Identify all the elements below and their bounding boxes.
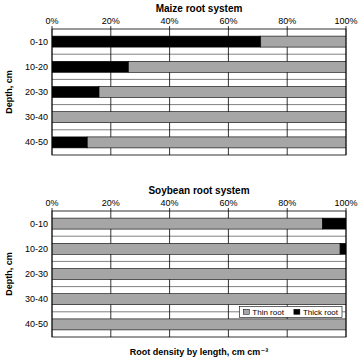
category-label: 40-50 bbox=[25, 137, 48, 147]
bar bbox=[52, 294, 346, 305]
plot-frame bbox=[52, 211, 346, 337]
bar bbox=[52, 112, 346, 123]
row-line bbox=[52, 79, 346, 80]
legend-label: Thick root bbox=[303, 308, 339, 317]
tick-mark bbox=[228, 26, 229, 29]
tick-label: 40% bbox=[161, 198, 179, 208]
tick-label: 100% bbox=[334, 198, 357, 208]
tick-label: 60% bbox=[219, 16, 237, 26]
row-line bbox=[52, 129, 346, 130]
tick-mark bbox=[169, 208, 170, 211]
category-label: 0-10 bbox=[30, 37, 48, 47]
figure: Maize root system 0% 20% 40% 60% 80% 100% 0-10 1… bbox=[0, 0, 364, 361]
bar bbox=[52, 319, 346, 330]
tick-mark bbox=[287, 26, 288, 29]
category-label: 10-20 bbox=[25, 62, 48, 72]
bar bbox=[322, 218, 346, 229]
tick-label: 100% bbox=[334, 16, 357, 26]
row-line bbox=[52, 104, 346, 105]
bar bbox=[261, 36, 346, 47]
bar bbox=[52, 218, 322, 229]
tick-label: 40% bbox=[161, 16, 179, 26]
tick-mark bbox=[346, 26, 347, 29]
chart-title: Soybean root system bbox=[148, 185, 249, 196]
tick-label: 60% bbox=[219, 198, 237, 208]
legend: Thin root Thick root bbox=[239, 306, 342, 317]
bar bbox=[340, 243, 346, 254]
category-label: 30-40 bbox=[25, 294, 48, 304]
bar bbox=[52, 243, 340, 254]
tick-label: 20% bbox=[102, 16, 120, 26]
bars bbox=[52, 218, 346, 330]
category-label: 10-20 bbox=[25, 244, 48, 254]
bar bbox=[128, 61, 346, 72]
category-label: 30-40 bbox=[25, 112, 48, 122]
tick-mark bbox=[287, 208, 288, 211]
tick-mark bbox=[110, 208, 111, 211]
bar bbox=[52, 269, 346, 280]
tick-label: 0% bbox=[45, 198, 58, 208]
tick-mark bbox=[52, 26, 53, 29]
tick-mark bbox=[346, 208, 347, 211]
tick-mark bbox=[110, 26, 111, 29]
legend-label: Thin root bbox=[252, 308, 284, 317]
row-line bbox=[52, 286, 346, 287]
chart-title: Maize root system bbox=[156, 3, 243, 14]
bar bbox=[52, 137, 87, 148]
bar bbox=[52, 36, 261, 47]
bar bbox=[52, 61, 128, 72]
bars bbox=[52, 36, 346, 148]
legend-swatch bbox=[294, 309, 300, 314]
tick-label: 80% bbox=[278, 198, 296, 208]
tick-label: 0% bbox=[45, 16, 58, 26]
legend-swatch bbox=[243, 309, 249, 314]
tick-mark bbox=[228, 208, 229, 211]
legend-box bbox=[239, 306, 342, 317]
row-line bbox=[52, 261, 346, 262]
axis-title: Depth, cm bbox=[4, 252, 14, 296]
row-line bbox=[52, 54, 346, 55]
bar bbox=[52, 87, 99, 98]
row-line bbox=[52, 236, 346, 237]
tick-label: 20% bbox=[102, 198, 120, 208]
category-label: 0-10 bbox=[30, 219, 48, 229]
tick-mark bbox=[169, 26, 170, 29]
plot-area bbox=[52, 211, 346, 337]
bar bbox=[87, 137, 346, 148]
tick-mark bbox=[52, 208, 53, 211]
tick-label: 80% bbox=[278, 16, 296, 26]
plot-area bbox=[52, 29, 346, 155]
bar bbox=[99, 87, 346, 98]
category-label: 20-30 bbox=[25, 87, 48, 97]
plot-frame bbox=[52, 29, 346, 155]
axis-title: Root density by length, cm cm⁻³ bbox=[130, 347, 268, 357]
axis-title: Depth, cm bbox=[4, 70, 14, 114]
category-label: 40-50 bbox=[25, 319, 48, 329]
category-label: 20-30 bbox=[25, 269, 48, 279]
